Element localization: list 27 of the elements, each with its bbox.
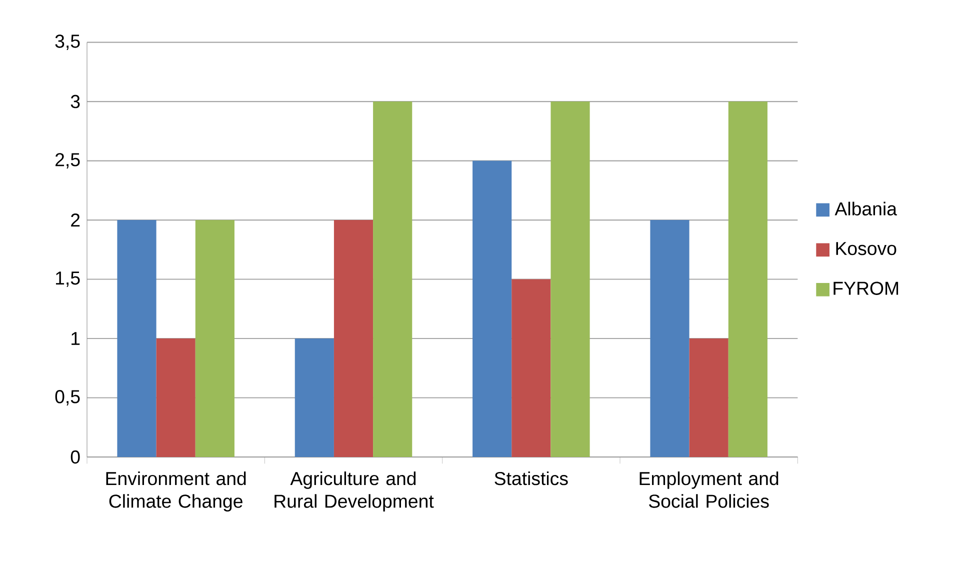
legend-label: Albania xyxy=(834,202,897,216)
bar xyxy=(117,220,156,457)
y-tick-label: 0 xyxy=(70,450,80,464)
y-tick-label: 1 xyxy=(72,332,80,345)
y-tick-label: 3 xyxy=(70,94,80,108)
bar xyxy=(728,102,768,457)
bar xyxy=(294,338,334,457)
y-tick-label: 2,5 xyxy=(56,153,80,169)
x-tick-label: Agriculture and Rural Development xyxy=(274,471,434,512)
y-tick-label: 2 xyxy=(71,214,80,227)
bar xyxy=(472,160,512,457)
legend-label: FYROM xyxy=(834,282,898,295)
x-tick-label: Environment and Climate Change xyxy=(106,471,246,512)
y-tick-label: 3,5 xyxy=(55,34,80,50)
y-tick-label: 0,5 xyxy=(55,390,80,406)
bar xyxy=(334,220,374,457)
bar xyxy=(650,220,690,457)
y-tick-label: 1,5 xyxy=(56,272,80,287)
bar xyxy=(512,279,551,457)
bar xyxy=(195,220,234,457)
bar xyxy=(373,102,412,457)
x-tick-label: Statistics xyxy=(494,471,568,486)
x-tick-label: Employment and Social Policies xyxy=(640,471,778,508)
bar xyxy=(156,338,196,457)
bar xyxy=(550,102,590,457)
bar xyxy=(689,338,728,457)
legend-label: Kosovo xyxy=(836,242,896,256)
